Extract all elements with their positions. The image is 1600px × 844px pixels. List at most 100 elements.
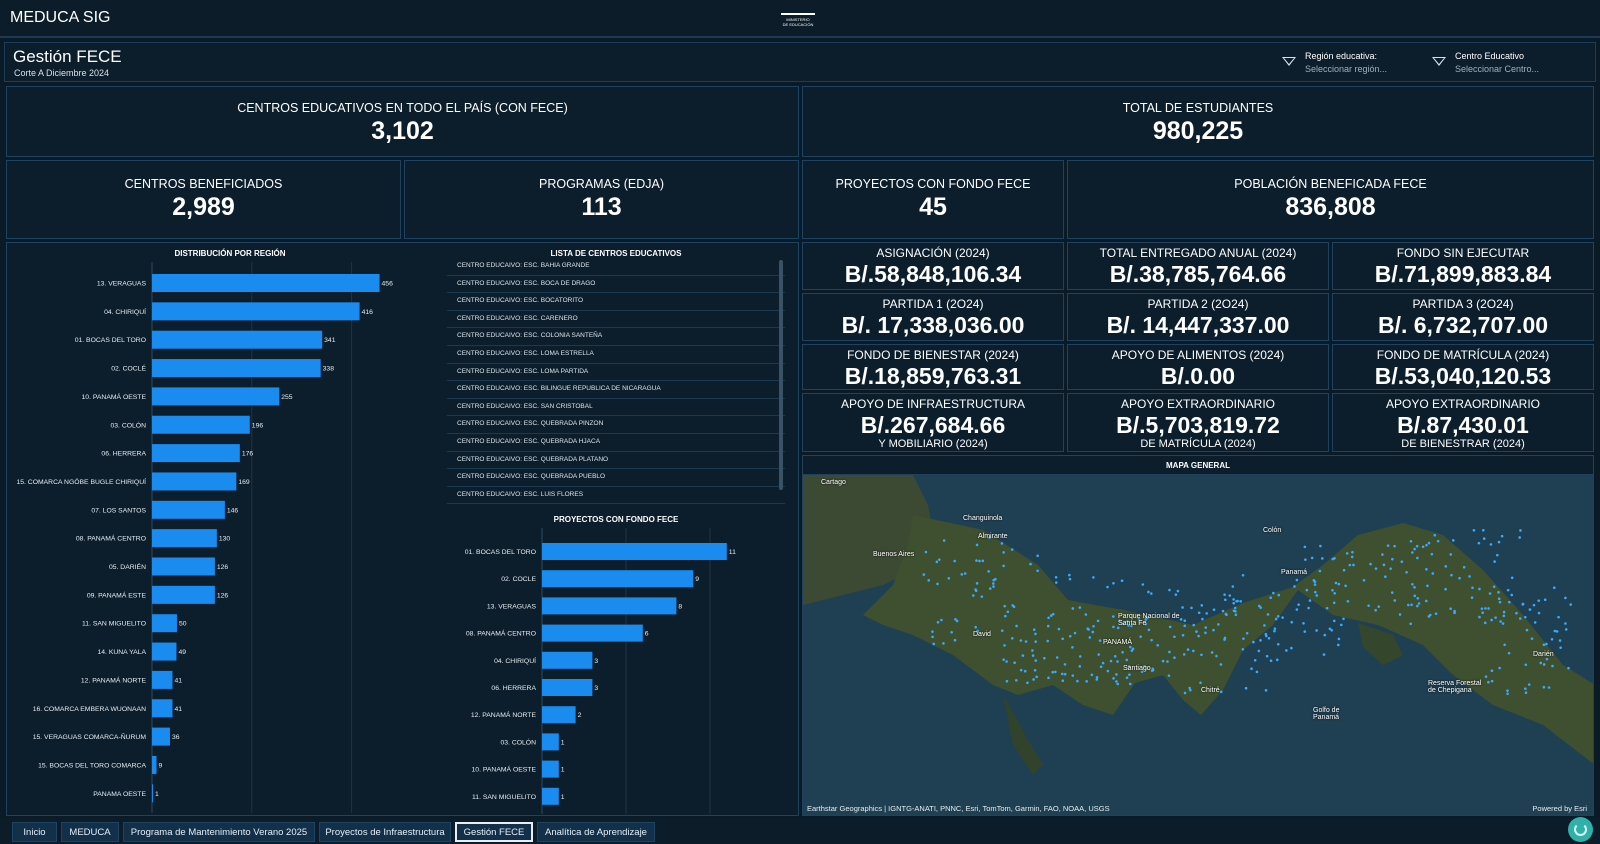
school-point[interactable]: [1389, 567, 1392, 570]
school-point[interactable]: [1221, 609, 1225, 613]
school-point[interactable]: [1498, 666, 1501, 670]
school-point[interactable]: [1482, 537, 1486, 540]
school-point[interactable]: [1156, 644, 1160, 647]
school-point[interactable]: [976, 629, 980, 633]
school-point[interactable]: [1147, 590, 1150, 594]
school-point[interactable]: [1259, 606, 1262, 609]
school-point[interactable]: [1128, 645, 1132, 649]
school-point[interactable]: [1166, 660, 1169, 663]
bar[interactable]: [152, 699, 173, 718]
school-point[interactable]: [1277, 593, 1281, 597]
school-point[interactable]: [1121, 651, 1124, 654]
school-point[interactable]: [935, 560, 939, 564]
school-point[interactable]: [1424, 599, 1428, 603]
school-point[interactable]: [1274, 617, 1278, 621]
school-point[interactable]: [1390, 591, 1394, 594]
school-point[interactable]: [1450, 573, 1453, 577]
school-point[interactable]: [992, 585, 995, 588]
school-point[interactable]: [1116, 626, 1120, 630]
school-point[interactable]: [974, 588, 977, 591]
school-point[interactable]: [1015, 678, 1018, 682]
school-point[interactable]: [1032, 678, 1035, 681]
school-point[interactable]: [1115, 673, 1118, 676]
school-point[interactable]: [1497, 591, 1500, 594]
school-point[interactable]: [1000, 542, 1004, 545]
refresh-button[interactable]: [1568, 817, 1593, 842]
school-point[interactable]: [1415, 544, 1419, 548]
school-point[interactable]: [1318, 569, 1322, 573]
bar[interactable]: [152, 387, 280, 406]
school-point[interactable]: [942, 642, 945, 645]
school-point[interactable]: [1518, 617, 1522, 620]
school-point[interactable]: [1425, 543, 1428, 547]
school-point[interactable]: [1223, 593, 1226, 596]
school-point[interactable]: [1411, 582, 1414, 586]
school-point[interactable]: [1092, 624, 1095, 628]
bar[interactable]: [152, 670, 173, 689]
school-point[interactable]: [1537, 599, 1541, 602]
school-point[interactable]: [1481, 611, 1484, 615]
school-point[interactable]: [1519, 529, 1522, 532]
school-point[interactable]: [953, 638, 957, 642]
school-point[interactable]: [1518, 536, 1521, 539]
school-point[interactable]: [1272, 591, 1275, 595]
school-point[interactable]: [1060, 672, 1064, 676]
school-point[interactable]: [1453, 611, 1456, 615]
school-point[interactable]: [950, 630, 953, 634]
list-item[interactable]: CENTRO EDUCAIVO: ESC. QUEBRADA HJACA: [447, 434, 785, 452]
school-point[interactable]: [1097, 653, 1101, 656]
school-point[interactable]: [1192, 649, 1195, 653]
school-point[interactable]: [1002, 564, 1005, 568]
school-point[interactable]: [1332, 619, 1336, 623]
school-point[interactable]: [1046, 639, 1050, 643]
school-point[interactable]: [1204, 631, 1207, 635]
school-point[interactable]: [1092, 576, 1095, 579]
school-point[interactable]: [1410, 603, 1413, 607]
school-point[interactable]: [1545, 657, 1549, 661]
school-point[interactable]: [1173, 656, 1176, 659]
school-point[interactable]: [1225, 613, 1228, 617]
school-point[interactable]: [1234, 613, 1238, 617]
school-point[interactable]: [1259, 639, 1262, 642]
school-point[interactable]: [1182, 653, 1186, 656]
school-point[interactable]: [942, 539, 946, 542]
school-point[interactable]: [1330, 628, 1334, 632]
school-point[interactable]: [1200, 653, 1203, 657]
school-point[interactable]: [1143, 664, 1146, 668]
bar[interactable]: [542, 597, 677, 615]
school-point[interactable]: [1076, 679, 1079, 683]
school-point[interactable]: [1532, 603, 1536, 607]
school-point[interactable]: [1506, 588, 1510, 592]
school-point[interactable]: [1047, 676, 1050, 680]
school-point[interactable]: [972, 594, 975, 597]
school-point[interactable]: [1054, 670, 1057, 674]
bar[interactable]: [152, 642, 177, 661]
school-point[interactable]: [1490, 669, 1494, 672]
school-point[interactable]: [1483, 621, 1487, 625]
school-point[interactable]: [1071, 607, 1075, 610]
school-point[interactable]: [1313, 580, 1317, 583]
school-point[interactable]: [1189, 688, 1192, 692]
school-point[interactable]: [1068, 577, 1072, 581]
school-point[interactable]: [1212, 608, 1216, 612]
school-point[interactable]: [1005, 660, 1008, 663]
school-point[interactable]: [1484, 607, 1487, 610]
school-point[interactable]: [1477, 541, 1481, 545]
school-point[interactable]: [1478, 587, 1481, 591]
school-point[interactable]: [1313, 583, 1317, 586]
school-point[interactable]: [1078, 665, 1082, 668]
school-point[interactable]: [1295, 578, 1299, 582]
school-point[interactable]: [1331, 588, 1334, 592]
school-point[interactable]: [1542, 643, 1546, 647]
tab-meduca[interactable]: MEDUCA: [61, 822, 119, 842]
tab-infraestructura[interactable]: Proyectos de Infraestructura: [319, 822, 451, 842]
school-point[interactable]: [1006, 610, 1010, 614]
school-point[interactable]: [1267, 636, 1271, 640]
school-point[interactable]: [1449, 553, 1453, 556]
school-point[interactable]: [1269, 659, 1273, 663]
school-point[interactable]: [1223, 636, 1227, 640]
school-point[interactable]: [978, 559, 981, 563]
school-point[interactable]: [1112, 581, 1115, 585]
school-point[interactable]: [1569, 603, 1573, 606]
school-point[interactable]: [1362, 578, 1366, 582]
